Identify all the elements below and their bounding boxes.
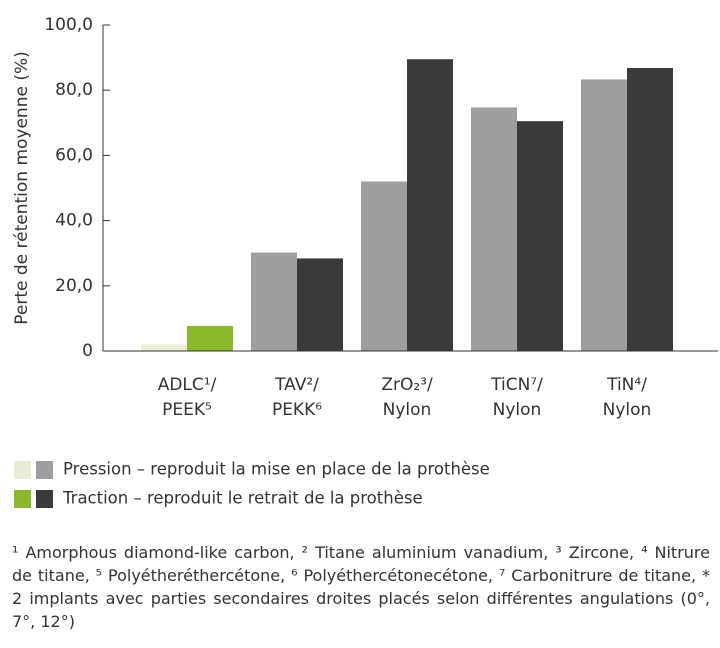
y-tick-label: 0 (82, 341, 93, 361)
legend-swatch (14, 490, 31, 508)
x-tick-label: ADLC¹/ (158, 375, 217, 395)
x-tick-label: TiN⁴/ (606, 375, 647, 395)
bar (187, 325, 233, 351)
x-tick-label: TAV²/ (274, 375, 319, 395)
legend-label: Traction – reproduit le retrait de la pr… (62, 489, 423, 508)
legend-swatch (14, 461, 31, 479)
x-tick-label: PEKK⁶ (272, 400, 322, 420)
bar (581, 79, 627, 351)
legend-label: Pression – reproduit la mise en place de… (63, 460, 490, 479)
bar (251, 252, 297, 351)
y-tick-label: 40,0 (55, 211, 93, 231)
y-tick-label: 20,0 (55, 276, 93, 296)
bar (361, 181, 407, 351)
x-tick-label: TiCN⁷/ (490, 375, 543, 395)
x-tick-label: Nylon (603, 400, 652, 420)
bar (471, 107, 517, 351)
bar (407, 59, 453, 351)
y-tick-label: 60,0 (55, 145, 93, 165)
chart: Perte de rétention moyenne (%) 0 20,0 40,0… (12, 15, 718, 508)
x-tick-label: Nylon (383, 400, 432, 420)
x-tick-label: ZrO₂³/ (381, 375, 433, 395)
y-axis-label: Perte de rétention moyenne (%) (12, 51, 32, 325)
bar (297, 258, 343, 351)
y-tick-label: 80,0 (55, 80, 93, 100)
x-tick-label: Nylon (493, 400, 542, 420)
y-tick-label: 100,0 (44, 15, 93, 35)
bar (627, 68, 673, 352)
legend-swatch (36, 461, 53, 479)
x-tick-label: PEEK⁵ (162, 400, 212, 420)
footnote: ¹ Amorphous diamond-like carbon, ² Titan… (12, 543, 710, 631)
bar (141, 344, 187, 351)
bar (517, 121, 563, 351)
legend-swatch (36, 490, 53, 508)
